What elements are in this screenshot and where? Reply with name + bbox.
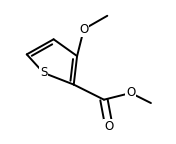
Text: S: S: [40, 66, 47, 79]
Text: O: O: [126, 87, 135, 100]
Text: O: O: [104, 120, 114, 133]
Text: O: O: [79, 23, 88, 36]
